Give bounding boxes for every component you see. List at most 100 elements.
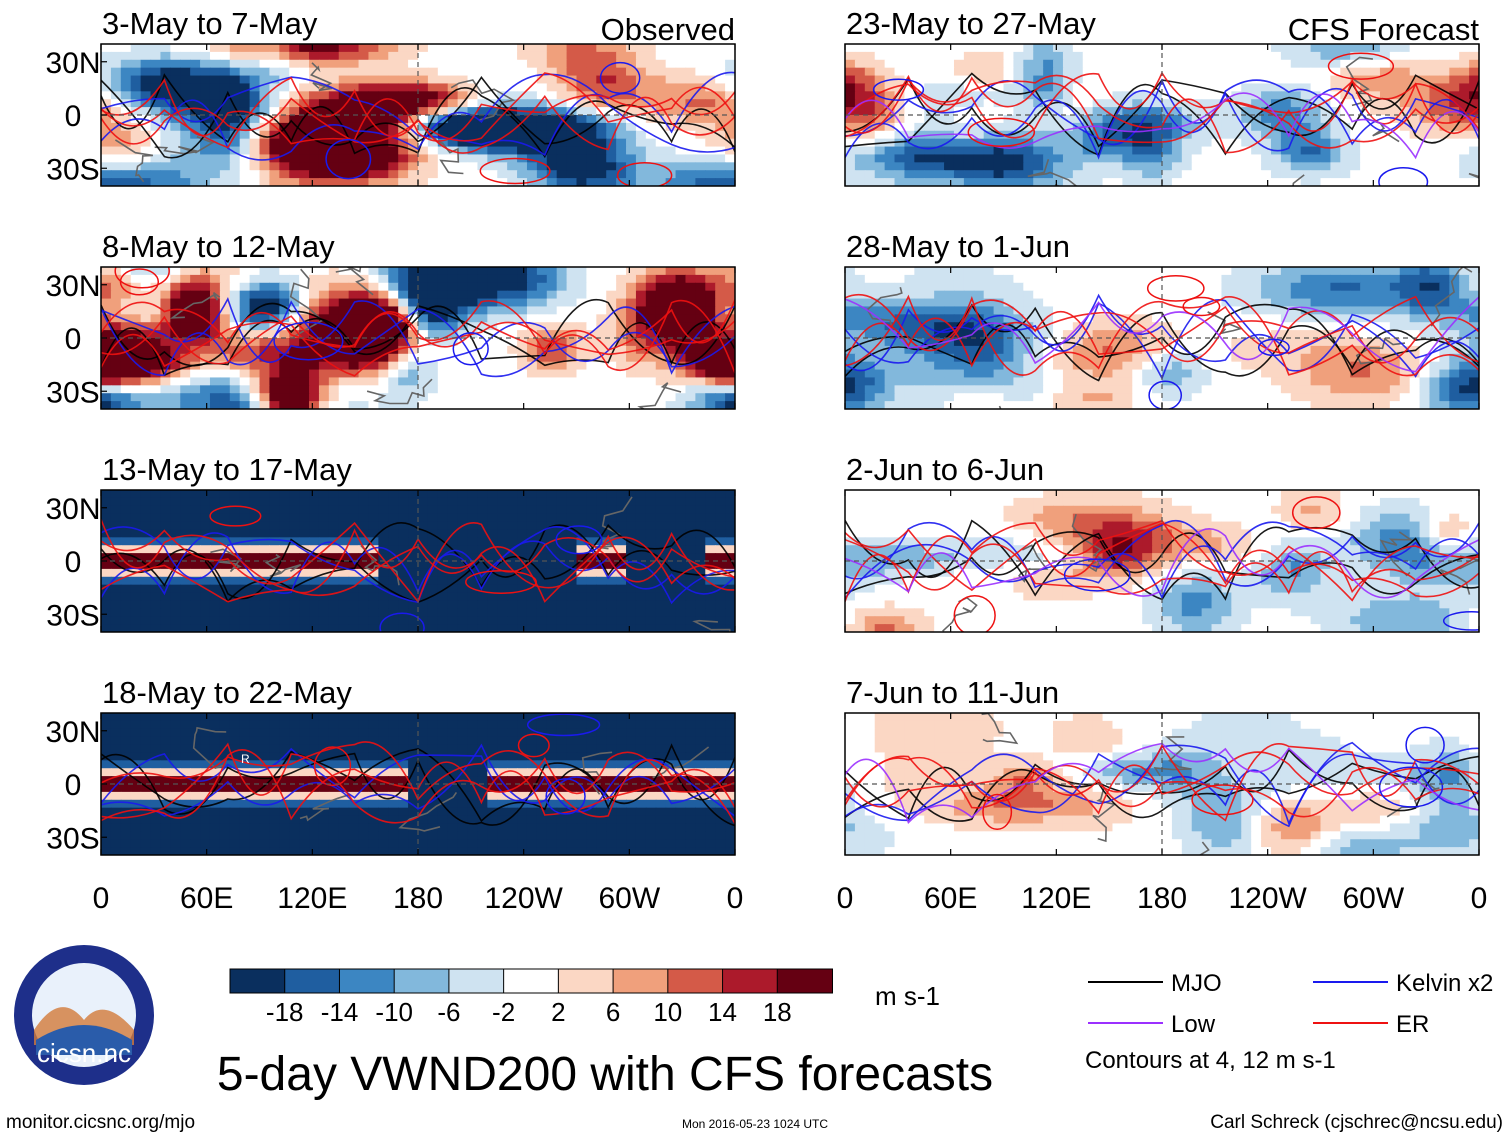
heat-cell: [536, 784, 548, 793]
heat-cell: [536, 505, 548, 515]
heat-cell: [447, 59, 459, 69]
heat-cell: [160, 298, 171, 308]
heat-cell: [388, 720, 399, 730]
heat-cell: [318, 521, 330, 531]
heat-cell: [368, 784, 379, 793]
heat-cell: [477, 713, 488, 722]
heat-cell: [200, 720, 211, 730]
heat-cell: [566, 616, 578, 625]
heat-cell: [715, 322, 726, 331]
heat-cell: [170, 178, 181, 186]
heat-cell: [536, 529, 548, 538]
heat-cell: [259, 807, 271, 817]
heat-cell: [626, 529, 637, 538]
heat-cell: [180, 282, 191, 292]
heat-cell: [328, 728, 340, 738]
heat-cell: [200, 345, 211, 355]
heat-cell: [101, 521, 112, 531]
heat-cell: [586, 377, 597, 386]
heat-cell: [110, 67, 122, 77]
heat-cell: [695, 513, 706, 523]
heat-cell: [606, 306, 617, 315]
heat-cell: [388, 784, 399, 793]
heat-cell: [685, 545, 696, 554]
heat-cell: [566, 592, 578, 602]
heat-cell: [120, 345, 132, 355]
heat-cell: [289, 83, 300, 92]
heat-cell: [229, 791, 241, 801]
heat-cell: [427, 728, 439, 738]
heat-cell: [576, 760, 588, 769]
heat-cell: [546, 274, 558, 284]
heat-cell: [209, 616, 221, 625]
heat-cell: [427, 537, 439, 546]
heat-cell: [408, 377, 419, 386]
heat-cell: [398, 99, 409, 108]
heat-cell: [120, 624, 132, 632]
heat-cell: [685, 107, 696, 116]
heat-cell: [497, 505, 508, 515]
heat-cell: [150, 146, 162, 156]
heat-cell: [170, 776, 181, 785]
heat-cell: [398, 75, 409, 85]
heat-cell: [715, 839, 726, 848]
heat-cell: [338, 290, 350, 300]
heat-cell: [200, 529, 211, 538]
heat-cell: [368, 847, 379, 855]
heat-cell: [200, 51, 211, 61]
heat-cell: [675, 791, 687, 801]
heat-cell: [695, 154, 706, 163]
heat-cell: [526, 728, 538, 738]
heat-cell: [190, 353, 201, 363]
heat-cell: [388, 624, 399, 632]
heat-cell: [170, 490, 181, 499]
heat-cell: [348, 154, 360, 163]
heat-cell: [378, 178, 389, 186]
heat-cell: [209, 713, 221, 722]
heat-cell: [160, 736, 171, 746]
heat-cell: [309, 290, 320, 300]
heat-cell: [130, 720, 142, 730]
heat-cell: [180, 584, 191, 594]
heat-cell: [299, 345, 310, 355]
heat-cell: [546, 600, 558, 609]
heat-cell: [705, 490, 716, 499]
heat-cell: [259, 44, 271, 53]
heat-cell: [427, 815, 439, 825]
heat-cell: [526, 99, 538, 108]
heat-cell: [120, 784, 132, 793]
heat-cell: [200, 553, 211, 562]
heat-cell: [229, 369, 241, 379]
heat-cell: [616, 170, 627, 179]
heat-cell: [635, 568, 647, 578]
heat-cell: [348, 99, 360, 108]
heat-cell: [675, 290, 687, 300]
heat-cell: [328, 122, 340, 132]
heat-cell: [269, 51, 280, 61]
heat-cell: [219, 600, 231, 609]
heat-cell: [388, 83, 399, 92]
heat-cell: [160, 393, 171, 402]
heat-cell: [437, 162, 449, 171]
heat-cell: [358, 576, 370, 586]
heat-cell: [536, 616, 548, 625]
heat-cell: [408, 282, 419, 292]
heat-cell: [140, 497, 152, 507]
heat-cell: [685, 624, 696, 632]
heat-cell: [626, 497, 637, 507]
heat-cell: [418, 823, 429, 832]
heat-cell: [388, 178, 399, 186]
heat-cell: [635, 839, 647, 848]
heat-cell: [368, 338, 379, 347]
heat-cell: [675, 393, 687, 402]
heat-cell: [546, 75, 558, 85]
heat-cell: [219, 561, 231, 570]
heat-cell: [606, 115, 617, 124]
heat-cell: [1162, 51, 1173, 61]
heat-cell: [239, 146, 251, 156]
heat-cell: [309, 568, 320, 578]
heat-cell: [675, 490, 687, 499]
heat-cell: [368, 760, 379, 769]
heat-cell: [606, 529, 617, 538]
heat-cell: [487, 361, 498, 371]
